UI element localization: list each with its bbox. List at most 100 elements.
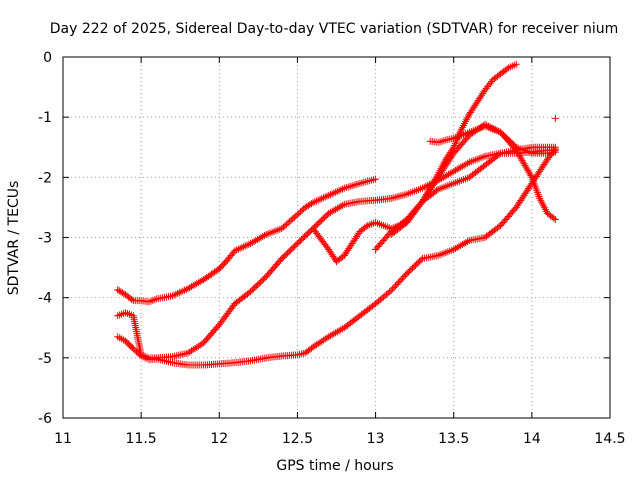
- data-point: [234, 245, 242, 253]
- chart-title: Day 222 of 2025, Sidereal Day-to-day VTE…: [50, 21, 619, 37]
- y-tick-label: -6: [38, 411, 52, 427]
- x-tick-label: 11.5: [126, 431, 157, 447]
- data-point: [372, 175, 380, 183]
- x-tick-labels: 11 11.5 12 12.5 13 13.5 14 14.5: [54, 431, 626, 447]
- data-point: [387, 286, 395, 294]
- grid: [63, 57, 610, 418]
- data-point: [243, 241, 251, 249]
- data-point: [503, 65, 511, 73]
- data-point: [231, 247, 239, 255]
- data-point: [339, 185, 347, 193]
- data-point: [332, 188, 340, 196]
- data-point: [319, 194, 327, 202]
- data-point: [339, 201, 347, 209]
- y-tick-label: -4: [38, 291, 52, 307]
- x-tick-label: 13.5: [438, 431, 469, 447]
- y-tick-labels: -6 -5 -4 -3 -2 -1 0: [38, 50, 52, 427]
- x-tick-label: 12: [210, 431, 228, 447]
- y-tick-label: -5: [38, 351, 52, 367]
- data-point: [172, 290, 180, 298]
- data-point: [464, 238, 472, 246]
- data-point: [233, 246, 241, 254]
- data-point: [236, 244, 244, 252]
- data-point: [131, 346, 139, 354]
- data-point: [551, 114, 559, 122]
- data-point: [333, 187, 341, 195]
- data-point: [397, 276, 405, 284]
- data-point: [487, 78, 495, 86]
- data-point: [464, 159, 472, 167]
- data-point: [240, 243, 248, 251]
- x-tick-label: 14: [523, 431, 541, 447]
- data-point: [420, 183, 428, 191]
- data-point: [337, 186, 345, 194]
- x-tick-label: 14.5: [594, 431, 625, 447]
- data-point: [297, 208, 305, 216]
- data-point: [316, 195, 324, 203]
- data-point: [313, 197, 321, 205]
- data-point: [129, 345, 137, 353]
- data-point: [390, 283, 398, 291]
- data-point: [417, 256, 425, 264]
- data-point: [295, 209, 303, 217]
- data-point: [495, 150, 503, 158]
- data-point: [170, 291, 178, 299]
- data-point: [128, 295, 136, 303]
- y-tick-label: -2: [38, 170, 52, 186]
- data-point: [260, 231, 268, 239]
- data-point: [451, 140, 459, 148]
- data-point: [391, 282, 399, 290]
- data-point: [450, 143, 458, 151]
- data-point: [314, 196, 322, 204]
- x-tick-label: 13: [367, 431, 385, 447]
- data-point: [550, 214, 558, 222]
- data-point: [551, 215, 559, 223]
- data-point: [309, 199, 317, 207]
- data-point: [386, 288, 394, 296]
- data-point: [335, 187, 343, 195]
- data-point: [311, 198, 319, 206]
- data-point: [175, 289, 183, 297]
- data-point: [181, 286, 189, 294]
- data-point: [433, 187, 441, 195]
- data-point: [449, 145, 457, 153]
- data-point: [328, 190, 336, 198]
- data-point: [245, 240, 253, 248]
- data-point: [323, 192, 331, 200]
- data-point: [168, 292, 176, 300]
- y-tick-label: 0: [43, 50, 52, 66]
- data-point: [321, 193, 329, 201]
- data-point: [393, 280, 401, 288]
- data-point: [238, 244, 246, 252]
- y-axis-label: SDTVAR / TECUs: [6, 181, 22, 296]
- data-point: [396, 277, 404, 285]
- data-point: [330, 189, 338, 197]
- data-point: [325, 191, 333, 199]
- data-point: [362, 223, 370, 231]
- y-tick-label: -3: [38, 231, 52, 247]
- data-point: [326, 191, 334, 199]
- data-point: [527, 172, 535, 180]
- x-axis-label: GPS time / hours: [276, 458, 393, 474]
- data-point: [132, 348, 140, 356]
- data-point: [298, 206, 306, 214]
- series-isolated: [551, 114, 559, 122]
- data-point: [241, 242, 249, 250]
- data-point: [174, 289, 182, 297]
- data-point: [399, 274, 407, 282]
- data-point: [433, 172, 441, 180]
- data-point: [512, 60, 520, 68]
- data-point: [400, 273, 408, 281]
- series-track-1: [114, 175, 380, 306]
- data-point: [401, 271, 409, 279]
- x-tick-label: 11: [54, 431, 72, 447]
- data-point: [182, 285, 190, 293]
- data-points: [114, 60, 559, 369]
- data-point: [179, 287, 187, 295]
- axis-ticks: [62, 56, 611, 419]
- series-track-7: [426, 122, 559, 157]
- data-point: [394, 279, 402, 287]
- y-tick-label: -1: [38, 110, 52, 126]
- data-point: [450, 141, 458, 149]
- data-point: [293, 211, 301, 219]
